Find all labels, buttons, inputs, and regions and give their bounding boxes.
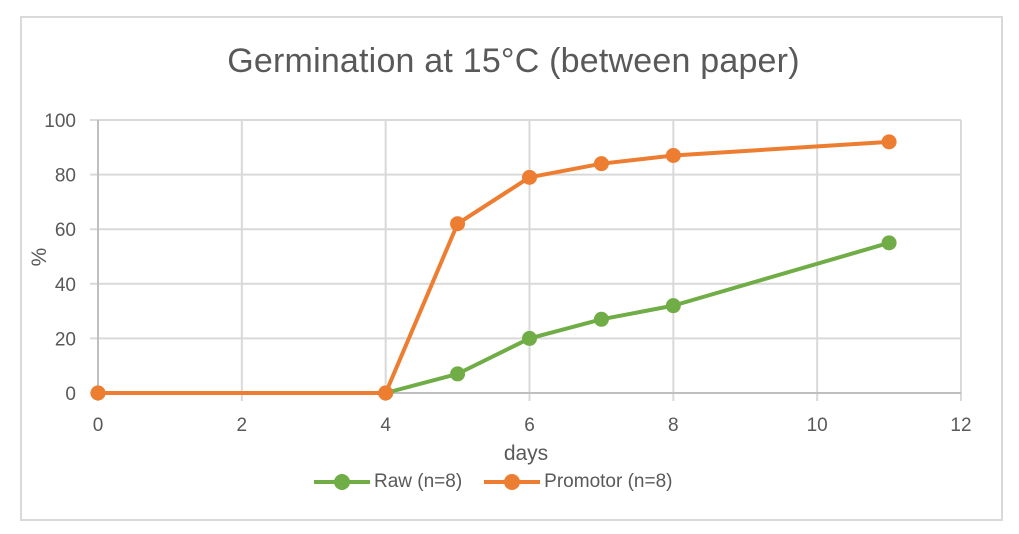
series-raw xyxy=(90,235,897,401)
legend-dot xyxy=(334,474,350,490)
series-promotor xyxy=(90,134,897,401)
data-point[interactable] xyxy=(593,311,609,327)
y-tick-label: 60 xyxy=(55,220,76,241)
y-tick-label: 80 xyxy=(55,166,76,187)
data-point[interactable] xyxy=(881,235,897,251)
x-tick-label: 8 xyxy=(668,415,679,436)
legend-marker-raw-icon xyxy=(314,472,370,492)
x-tick-label: 0 xyxy=(93,415,104,436)
legend-label-raw: Raw (n=8) xyxy=(374,471,463,492)
x-axis-title: days xyxy=(504,442,548,465)
legend-dot xyxy=(504,474,521,490)
x-tick-label: 10 xyxy=(807,415,828,436)
data-point[interactable] xyxy=(450,216,466,232)
data-point[interactable] xyxy=(378,385,394,401)
data-point[interactable] xyxy=(665,298,681,314)
legend-marker-promotor-icon xyxy=(484,472,541,492)
legend-label-promotor: Promotor (n=8) xyxy=(544,471,673,492)
data-point[interactable] xyxy=(881,134,897,150)
y-tick-label: 0 xyxy=(65,384,76,405)
legend-item-raw[interactable]: Raw (n=8) xyxy=(314,471,462,493)
series-line xyxy=(98,240,890,395)
x-tick-label: 12 xyxy=(950,415,971,436)
data-series xyxy=(90,134,897,401)
data-point[interactable] xyxy=(522,169,537,185)
x-tick-label: 2 xyxy=(237,415,248,436)
x-tick-label: 6 xyxy=(524,415,535,436)
data-point[interactable] xyxy=(90,385,106,401)
tick-labels: 0 20 40 60 80 100 0 2 4 6 8 10 12 xyxy=(44,111,971,436)
y-tick-label: 20 xyxy=(55,329,76,350)
data-point[interactable] xyxy=(450,366,466,382)
chart-area xyxy=(20,16,1003,521)
data-point[interactable] xyxy=(593,156,609,172)
y-tick-label: 40 xyxy=(55,275,76,296)
legend: Raw (n=8) Promotor (n=8) xyxy=(314,469,694,495)
y-tick-label: 100 xyxy=(44,111,76,132)
data-point[interactable] xyxy=(665,147,681,163)
data-point[interactable] xyxy=(522,330,537,346)
x-tick-label: 4 xyxy=(380,415,391,436)
legend-item-promotor[interactable]: Promotor (n=8) xyxy=(484,471,672,493)
chart-title: Germination at 15°C (between paper) xyxy=(227,42,800,80)
y-axis-title: % xyxy=(28,248,51,267)
